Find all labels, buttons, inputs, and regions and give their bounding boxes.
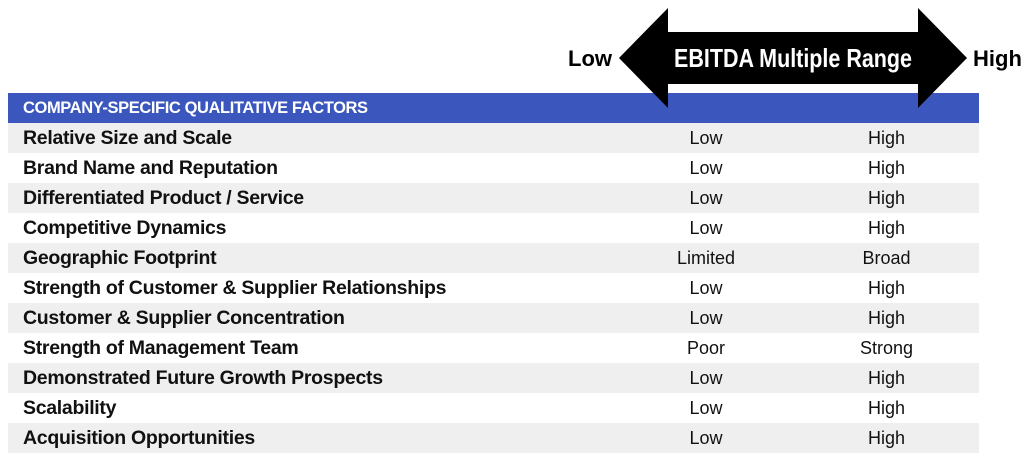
low-value: Low (689, 367, 723, 388)
low-value: Poor (686, 337, 726, 358)
table-row: Differentiated Product / Service Low Hig… (8, 183, 979, 213)
table-row: Relative Size and Scale Low High (8, 123, 979, 153)
low-value: Low (689, 397, 723, 418)
table-row: Scalability Low High (8, 393, 979, 423)
factor-name: Acquisition Opportunities (23, 426, 255, 449)
table-body: Relative Size and Scale Low High Brand N… (8, 123, 979, 453)
table-row: Brand Name and Reputation Low High (8, 153, 979, 183)
high-value: Broad (862, 247, 911, 268)
ebitda-range-arrow: Low EBITDA Multiple Range High (568, 8, 1022, 108)
low-value: Low (689, 277, 723, 298)
low-value: Low (689, 187, 723, 208)
low-value: Limited (676, 247, 736, 268)
factor-name: Competitive Dynamics (23, 216, 227, 239)
factor-name: Brand Name and Reputation (23, 156, 278, 179)
arrow-low-label: Low (568, 46, 613, 71)
high-value: High (867, 277, 906, 298)
left-right-arrow-icon (619, 8, 967, 108)
high-value: High (867, 157, 906, 178)
qualitative-factors-table: COMPANY-SPECIFIC QUALITATIVE FACTORS Rel… (8, 93, 979, 453)
low-value: Low (689, 217, 723, 238)
high-value: Strong (859, 337, 914, 358)
factor-name: Demonstrated Future Growth Prospects (23, 366, 383, 389)
high-value: High (867, 127, 906, 148)
low-value: Low (689, 427, 723, 448)
table-row: Strength of Customer & Supplier Relation… (8, 273, 979, 303)
arrow-title-label: EBITDA Multiple Range (674, 43, 912, 73)
arrow-high-label: High (973, 46, 1022, 71)
high-value: High (867, 367, 906, 388)
table-row: Competitive Dynamics Low High (8, 213, 979, 243)
high-value: High (867, 397, 906, 418)
factor-name: Strength of Management Team (23, 336, 299, 359)
factor-name: Differentiated Product / Service (23, 186, 304, 209)
low-value: Low (689, 157, 723, 178)
table-header-row: COMPANY-SPECIFIC QUALITATIVE FACTORS (8, 93, 979, 123)
factor-name: Strength of Customer & Supplier Relation… (23, 276, 447, 299)
table-row: Acquisition Opportunities Low High (8, 423, 979, 453)
table-row: Strength of Management Team Poor Strong (8, 333, 979, 363)
table-row: Geographic Footprint Limited Broad (8, 243, 979, 273)
high-value: High (867, 427, 906, 448)
factor-name: Relative Size and Scale (23, 126, 232, 149)
factor-name: Geographic Footprint (23, 246, 217, 269)
table-row: Demonstrated Future Growth Prospects Low… (8, 363, 979, 393)
table-header-label: COMPANY-SPECIFIC QUALITATIVE FACTORS (23, 98, 368, 117)
high-value: High (867, 187, 906, 208)
high-value: High (867, 307, 906, 328)
high-value: High (867, 217, 906, 238)
factor-name: Scalability (23, 396, 117, 419)
low-value: Low (689, 307, 723, 328)
factor-name: Customer & Supplier Concentration (23, 306, 345, 329)
table-row: Customer & Supplier Concentration Low Hi… (8, 303, 979, 333)
low-value: Low (689, 127, 723, 148)
